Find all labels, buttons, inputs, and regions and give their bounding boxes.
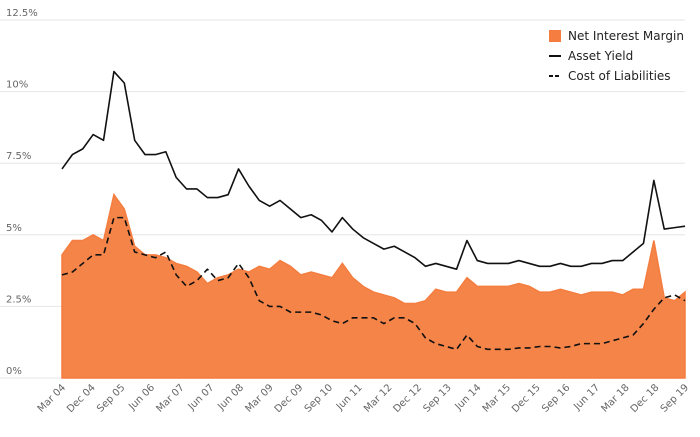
x-tick-label: Dec 12: [391, 382, 424, 415]
x-tick-label: Mar 07: [154, 382, 186, 414]
x-tick-label: Dec 09: [273, 382, 306, 415]
x-tick-label: Dec 15: [510, 382, 543, 415]
legend-label: Cost of Liabilities: [568, 69, 671, 83]
x-tick-label: Jun 06: [126, 382, 157, 413]
series-layer: [61, 70, 686, 379]
x-tick-label: Dec 18: [629, 382, 662, 415]
legend-label: Net Interest Margin: [568, 29, 684, 43]
asset-yield-line: [61, 70, 686, 270]
x-tick-label: Jun 11: [334, 382, 365, 413]
x-tick-label: Jun 17: [571, 382, 602, 413]
x-tick-label: Sep 16: [540, 382, 572, 414]
legend-label: Asset Yield: [568, 49, 633, 63]
x-tick-label: Sep 05: [95, 382, 127, 414]
x-tick-label: Mar 15: [481, 382, 513, 414]
net-interest-margin-area: [61, 192, 686, 379]
x-tick-label: Jun 08: [215, 382, 246, 413]
y-tick-label: 5%: [6, 223, 22, 234]
cost-of-liabilities-line: [61, 216, 686, 351]
x-tick-label: Sep 19: [659, 382, 691, 414]
y-tick-label: 2.5%: [6, 294, 31, 305]
y-tick-label: 7.5%: [6, 151, 31, 162]
x-tick-label: Sep 10: [303, 382, 335, 414]
x-tick-label: Mar 12: [362, 382, 394, 414]
legend-swatch-net-interest-margin: [549, 30, 561, 42]
x-tick-label: Mar 04: [36, 382, 68, 414]
y-tick-label: 10%: [6, 80, 28, 91]
x-tick-label: Jun 14: [453, 382, 484, 413]
y-tick-label: 0%: [6, 366, 22, 377]
legend: Net Interest Margin Asset Yield Cost of Li…: [549, 29, 684, 83]
x-tick-label: Mar 18: [599, 382, 631, 414]
x-tick-label: Jun 07: [186, 382, 217, 413]
x-tick-label: Mar 09: [243, 382, 275, 414]
x-tick-label: Sep 13: [421, 382, 453, 414]
x-tick-label: Dec 04: [65, 382, 98, 415]
y-tick-label: 12.5%: [6, 8, 38, 19]
